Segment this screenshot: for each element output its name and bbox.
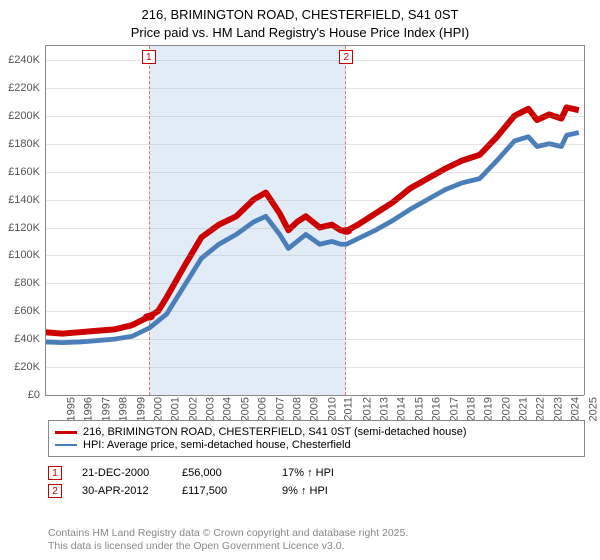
x-tick-label: 2001	[170, 397, 182, 421]
x-tick-label: 2025	[587, 397, 599, 421]
attribution: Contains HM Land Registry data © Crown c…	[48, 527, 585, 554]
y-tick-label: £140K	[8, 194, 45, 206]
gridline	[45, 339, 584, 340]
gridline	[45, 88, 584, 89]
sale-event-index: 1	[48, 466, 62, 480]
y-tick-label: £40K	[14, 333, 45, 345]
attribution-line-2: This data is licensed under the Open Gov…	[48, 540, 345, 552]
x-tick-label: 2010	[326, 397, 338, 421]
sale-marker-dot	[143, 313, 155, 321]
plot: £0£20K£40K£60K£80K£100K£120K£140K£160K£1…	[45, 45, 585, 395]
x-tick-label: 1996	[83, 397, 95, 421]
x-tick-label: 2024	[570, 397, 582, 421]
x-tick-label: 2023	[552, 397, 564, 421]
figure: 216, BRIMINGTON ROAD, CHESTERFIELD, S41 …	[0, 0, 600, 560]
gridline	[45, 116, 584, 117]
y-tick-label: £220K	[8, 82, 45, 94]
x-tick-label: 2002	[187, 397, 199, 421]
gridline	[45, 60, 584, 61]
y-tick-label: £120K	[8, 222, 45, 234]
legend-swatch	[55, 431, 77, 434]
legend-swatch	[55, 444, 77, 446]
sale-marker-label: 2	[339, 50, 353, 64]
attribution-line-1: Contains HM Land Registry data © Crown c…	[48, 527, 408, 539]
x-tick-label: 2013	[378, 397, 390, 421]
gridline	[45, 228, 584, 229]
y-tick-label: £180K	[8, 138, 45, 150]
gridline	[45, 172, 584, 173]
y-tick-label: £60K	[14, 305, 45, 317]
x-tick-label: 2022	[535, 397, 547, 421]
x-tick-label: 2012	[361, 397, 373, 421]
x-tick-label: 2015	[413, 397, 425, 421]
x-tick-label: 1997	[100, 397, 112, 421]
x-tick-label: 2019	[483, 397, 495, 421]
sale-events: 1 21-DEC-2000 £56,000 17% ↑ HPI 2 30-APR-2012…	[48, 462, 585, 502]
x-tick-label: 2000	[152, 397, 164, 421]
x-tick-label: 2005	[239, 397, 251, 421]
gridline	[45, 200, 584, 201]
sale-event-date: 30-APR-2012	[82, 485, 162, 497]
x-tick-label: 1999	[135, 397, 147, 421]
x-tick-label: 2006	[257, 397, 269, 421]
sale-marker-label: 1	[142, 50, 156, 64]
y-tick-label: £100K	[8, 249, 45, 261]
y-tick-label: £20K	[14, 361, 45, 373]
y-tick-label: £0	[28, 389, 45, 401]
gridline	[45, 255, 584, 256]
legend-row: 216, BRIMINGTON ROAD, CHESTERFIELD, S41 …	[55, 426, 578, 438]
x-tick-label: 2009	[309, 397, 321, 421]
chart-area: £0£20K£40K£60K£80K£100K£120K£140K£160K£1…	[45, 45, 585, 415]
x-tick-label: 2020	[500, 397, 512, 421]
x-tick-label: 2003	[205, 397, 217, 421]
x-tick-label: 2018	[465, 397, 477, 421]
y-tick-label: £160K	[8, 166, 45, 178]
gridline	[45, 283, 584, 284]
sale-event-delta: 9% ↑ HPI	[282, 485, 328, 497]
sale-event-row: 2 30-APR-2012 £117,500 9% ↑ HPI	[48, 484, 585, 498]
title-line-2: Price paid vs. HM Land Registry's House …	[131, 25, 469, 40]
legend-text: HPI: Average price, semi-detached house,…	[83, 439, 351, 451]
legend: 216, BRIMINGTON ROAD, CHESTERFIELD, S41 …	[48, 420, 585, 457]
x-tick-label: 2021	[518, 397, 530, 421]
x-tick-label: 1998	[118, 397, 130, 421]
x-tick-label: 2017	[448, 397, 460, 421]
gridline	[45, 367, 584, 368]
legend-row: HPI: Average price, semi-detached house,…	[55, 439, 578, 451]
x-tick-label: 2004	[222, 397, 234, 421]
sale-event-price: £117,500	[182, 485, 262, 497]
y-axis-line	[45, 46, 46, 395]
sale-event-index: 2	[48, 484, 62, 498]
gridline	[45, 144, 584, 145]
y-tick-label: £200K	[8, 110, 45, 122]
sale-event-date: 21-DEC-2000	[82, 467, 162, 479]
x-tick-label: 2016	[431, 397, 443, 421]
y-tick-label: £240K	[8, 54, 45, 66]
series-price_paid	[45, 108, 579, 334]
chart-svg	[45, 46, 584, 395]
gridline	[45, 395, 584, 396]
legend-text: 216, BRIMINGTON ROAD, CHESTERFIELD, S41 …	[83, 426, 467, 438]
x-tick-label: 2007	[274, 397, 286, 421]
x-tick-label: 2011	[343, 397, 355, 421]
gridline	[45, 311, 584, 312]
title-line-1: 216, BRIMINGTON ROAD, CHESTERFIELD, S41 …	[142, 7, 459, 22]
x-tick-label: 2008	[292, 397, 304, 421]
x-tick-label: 2014	[396, 397, 408, 421]
x-tick-label: 1995	[65, 397, 77, 421]
y-tick-label: £80K	[14, 277, 45, 289]
chart-title: 216, BRIMINGTON ROAD, CHESTERFIELD, S41 …	[0, 0, 600, 43]
sale-event-price: £56,000	[182, 467, 262, 479]
sale-event-row: 1 21-DEC-2000 £56,000 17% ↑ HPI	[48, 466, 585, 480]
sale-event-delta: 17% ↑ HPI	[282, 467, 334, 479]
